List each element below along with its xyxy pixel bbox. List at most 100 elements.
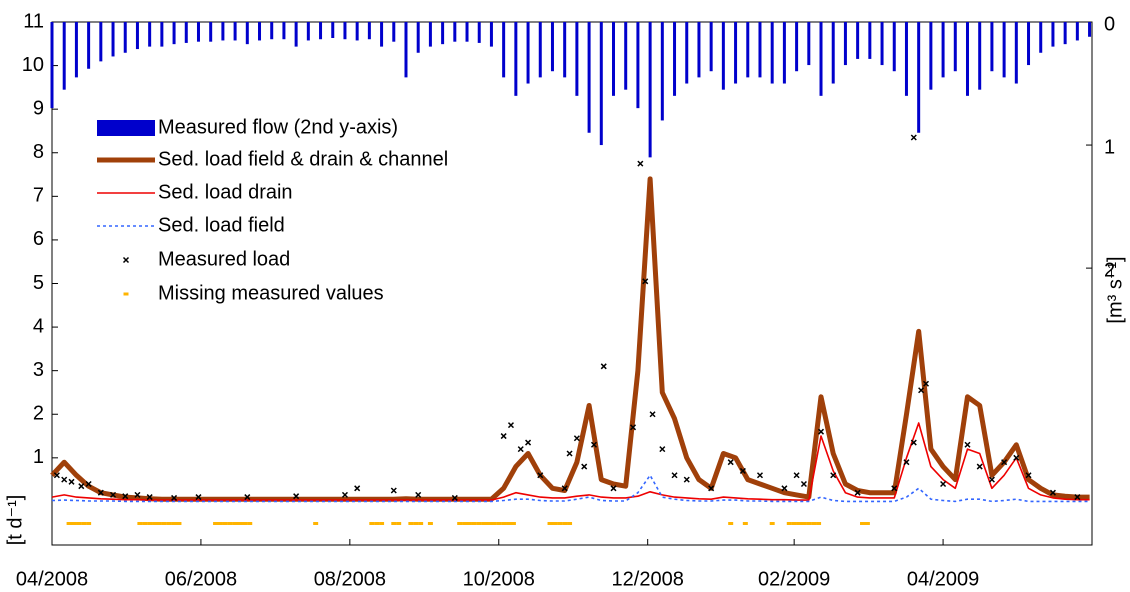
- measured-point: [918, 387, 925, 394]
- flow-bar: [685, 22, 689, 84]
- missing-point: [374, 522, 380, 525]
- missing-point: [156, 522, 162, 525]
- missing-point: [86, 522, 92, 525]
- flow-bar: [489, 22, 493, 47]
- flow-bar: [343, 22, 347, 40]
- flow-bar: [1039, 22, 1043, 53]
- legend-label: Measured flow (2nd y-axis): [158, 116, 398, 138]
- measured-point: [1001, 459, 1008, 466]
- missing-point: [791, 522, 797, 525]
- y-tick-label: 5: [33, 272, 44, 294]
- flow-bar: [1075, 22, 1079, 41]
- flow-bar: [514, 22, 518, 96]
- legend-swatch: [123, 292, 129, 296]
- measured-point: [756, 472, 764, 479]
- measured-point: [566, 450, 573, 457]
- flow-bar: [782, 22, 786, 84]
- missing-point: [471, 522, 477, 525]
- missing-point: [457, 522, 463, 525]
- measured-point: [97, 489, 104, 496]
- flow-bar: [50, 22, 54, 109]
- flow-bar: [221, 22, 225, 41]
- missing-point: [391, 522, 397, 525]
- flow-bar: [392, 22, 396, 42]
- flow-bar: [648, 22, 652, 158]
- missing-point: [217, 522, 223, 525]
- measured-point: [940, 480, 947, 488]
- series-line: [51, 422, 1090, 501]
- missing-point: [166, 522, 172, 525]
- measured-point: [793, 472, 800, 479]
- missing-point: [81, 522, 87, 525]
- flow-bar: [404, 22, 408, 78]
- flow-bar: [904, 22, 908, 96]
- missing-point: [227, 522, 233, 525]
- y-tick-label: 8: [33, 141, 44, 163]
- y-tick-label: 6: [33, 228, 44, 250]
- measured-point: [683, 476, 690, 483]
- missing-point: [176, 522, 182, 525]
- flow-bar: [416, 22, 420, 53]
- missing-point: [567, 522, 573, 525]
- y2-tick-label: 0: [1104, 13, 1115, 35]
- measured-point: [891, 485, 898, 492]
- flow-bar: [1014, 22, 1018, 84]
- missing-point: [137, 522, 143, 525]
- flow-bar: [917, 22, 921, 133]
- flow-bar: [196, 22, 200, 42]
- y-tick-label: 4: [33, 315, 44, 337]
- flow-bar: [978, 22, 982, 90]
- flow-bar: [1088, 22, 1092, 37]
- flow-bar: [941, 22, 945, 78]
- measured-point: [146, 494, 153, 501]
- missing-point: [811, 522, 817, 525]
- missing-point: [408, 522, 414, 525]
- measured-point: [642, 278, 649, 285]
- y-axis-label: [t d⁻¹]: [4, 495, 26, 546]
- flow-bar: [294, 22, 298, 47]
- flow-bar: [99, 22, 103, 62]
- measured-point: [922, 380, 930, 387]
- legend-label: Missing measured values: [158, 282, 384, 304]
- flow-bar: [1063, 22, 1067, 45]
- measured-point: [507, 422, 514, 429]
- missing-point: [242, 522, 248, 525]
- legend-swatch: [97, 120, 155, 136]
- measured-point: [581, 463, 588, 470]
- flow-bar: [746, 22, 750, 78]
- measured-point: [910, 439, 917, 446]
- measured-point: [727, 459, 734, 466]
- flow-bar: [477, 22, 481, 43]
- measured-point: [903, 459, 910, 466]
- missing-point: [864, 522, 870, 525]
- missing-point: [816, 522, 822, 525]
- flow-bar: [282, 22, 286, 40]
- measured-point: [390, 487, 397, 494]
- y2-tick-label: 1: [1104, 136, 1115, 158]
- missing-point: [506, 522, 512, 525]
- missing-point: [237, 522, 243, 525]
- missing-point: [510, 522, 516, 525]
- flow-bar: [880, 22, 884, 66]
- x-tick-label: 12/2008: [612, 568, 684, 590]
- flow-bar: [795, 22, 799, 72]
- missing-point: [476, 522, 482, 525]
- y-tick-label: 1: [33, 446, 44, 468]
- measured-point: [1025, 472, 1032, 479]
- measured-point: [600, 363, 607, 370]
- missing-point: [313, 522, 319, 525]
- missing-point: [481, 522, 487, 525]
- flow-bar: [770, 22, 774, 84]
- measured-point: [1049, 489, 1056, 496]
- flow-bar: [74, 22, 78, 78]
- flow-bar: [563, 22, 567, 78]
- series-line: [51, 474, 1090, 503]
- missing-point: [152, 522, 158, 525]
- measured-point: [649, 411, 656, 418]
- measured-point: [671, 472, 678, 479]
- flow-bar: [209, 22, 213, 42]
- missing-point: [562, 522, 568, 525]
- missing-point: [413, 522, 419, 525]
- x-tick-label: 06/2008: [165, 568, 237, 590]
